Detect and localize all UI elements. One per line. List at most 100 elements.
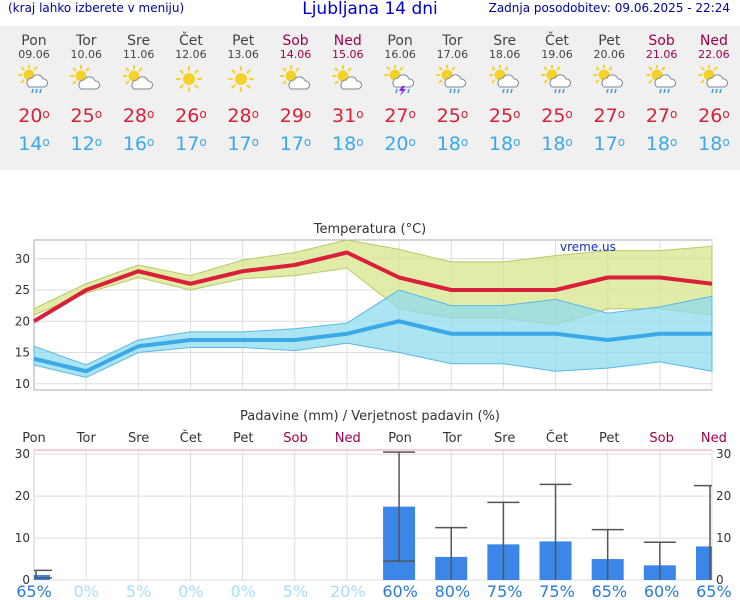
precip-probability: 0% — [231, 582, 256, 600]
y-tick-label-right: 10 — [716, 531, 731, 545]
min-temp: 18o — [436, 133, 469, 155]
min-temp: 18o — [332, 133, 364, 155]
precip-probability: 5% — [283, 582, 308, 600]
y-tick-label-left: 0 — [22, 573, 30, 587]
x-category-label: Tor — [76, 431, 97, 446]
precipitation-chart: Padavine (mm) / Verjetnost padavin (%) Po… — [15, 409, 732, 600]
day-column: Sre 11.06 28o 16o — [113, 26, 165, 155]
precip-probability: 80% — [435, 582, 471, 600]
day-date: 14.06 — [279, 48, 312, 61]
y-tick-label-left: 30 — [15, 447, 30, 461]
day-name: Sre — [493, 33, 517, 49]
x-category-label: Čet — [546, 430, 568, 446]
min-temp: 17o — [279, 133, 312, 155]
y-tick-label: 20 — [15, 314, 30, 328]
y-tick-label: 25 — [15, 283, 30, 297]
day-column: Pon 09.06 20o 14o — [8, 26, 60, 155]
min-temp: 17o — [593, 133, 626, 155]
day-column: Tor 17.06 25o 18o — [426, 26, 478, 155]
y-tick-label-right: 0 — [716, 573, 724, 587]
day-name: Sob — [282, 33, 309, 49]
precip-bar — [696, 546, 712, 580]
chart-title: Temperatura (°C) — [313, 222, 426, 237]
y-tick-label: 10 — [15, 377, 30, 391]
x-category-label: Pet — [599, 431, 619, 446]
min-temp-range-band — [33, 289, 713, 379]
sun-cloud-rain-icon — [593, 65, 624, 94]
day-name: Čet — [545, 33, 569, 49]
sun-icon — [228, 66, 255, 92]
day-date: 22.06 — [698, 48, 730, 61]
max-temp: 20o — [18, 105, 50, 127]
y-tick-label: 15 — [15, 346, 30, 360]
x-category-label: Ned — [335, 431, 361, 446]
day-name: Tor — [442, 33, 463, 49]
day-name: Sre — [127, 33, 151, 49]
day-date: 20.06 — [593, 48, 626, 61]
day-name: Pon — [387, 33, 413, 49]
max-temp: 27o — [645, 105, 678, 127]
max-temp: 31o — [332, 105, 364, 127]
x-category-label: Sob — [649, 431, 673, 446]
y-tick-label-right: 20 — [716, 489, 731, 503]
min-temp: 12o — [70, 133, 103, 155]
sun-cloud-icon — [122, 65, 153, 90]
max-temp: 26o — [175, 105, 207, 127]
min-temp: 18o — [645, 133, 678, 155]
day-column: Čet 19.06 25o 18o — [531, 26, 583, 155]
day-column: Pon 16.06 27o 20o — [374, 26, 426, 155]
day-name: Sob — [648, 33, 675, 49]
max-temp: 28o — [122, 105, 155, 127]
min-temp: 18o — [488, 133, 521, 155]
x-category-label: Ned — [701, 431, 727, 446]
menu-hint[interactable]: (kraj lahko izberete v meniju) — [8, 1, 185, 15]
day-column: Sre 18.06 25o 18o — [479, 26, 531, 155]
sun-cloud-icon — [70, 65, 101, 90]
max-temp: 28o — [227, 105, 259, 127]
day-date: 12.06 — [175, 48, 207, 61]
precip-probability: 20% — [330, 582, 366, 600]
last-update: Zadnja posodobitev: 09.06.2025 - 22:24 — [488, 1, 730, 15]
precip-probability: 75% — [487, 582, 523, 600]
max-temp: 25o — [436, 105, 469, 127]
x-category-label: Tor — [442, 431, 463, 446]
precip-probability: 0% — [74, 582, 99, 600]
day-column: Tor 10.06 25o 12o — [60, 26, 112, 155]
day-name: Ned — [333, 33, 362, 49]
max-temp: 26o — [698, 105, 730, 127]
sun-cloud-rain-icon — [645, 65, 676, 94]
min-temp: 18o — [541, 133, 573, 155]
min-temp: 17o — [175, 133, 207, 155]
day-date: 09.06 — [18, 48, 50, 61]
precip-probability: 0% — [178, 582, 203, 600]
precip-probability: 65% — [592, 582, 628, 600]
day-date: 15.06 — [332, 48, 364, 61]
day-column: Ned 22.06 26o 18o — [688, 26, 740, 155]
sun-cloud-icon — [279, 65, 310, 90]
day-date: 16.06 — [384, 48, 416, 61]
chart-title: Padavine (mm) / Verjetnost padavin (%) — [240, 409, 500, 424]
temperature-chart: Temperatura (°C) 10 15 20 25 30 vreme.us — [15, 222, 713, 391]
precip-probability: 65% — [16, 582, 52, 600]
day-date: 13.06 — [227, 48, 259, 61]
sun-cloud-rain-icon — [488, 65, 519, 94]
day-name: Ned — [699, 33, 728, 49]
day-column: Pet 20.06 27o 17o — [583, 26, 635, 155]
sun-cloud-rain-icon — [541, 65, 571, 94]
day-column: Čet 12.06 26o 17o — [165, 26, 217, 156]
max-temp: 29o — [279, 105, 312, 127]
y-tick-label-left: 10 — [15, 531, 30, 545]
sun-cloud-rain-icon — [436, 65, 467, 94]
max-temp-line — [32, 250, 713, 323]
precip-probability: 60% — [644, 582, 680, 600]
min-temp: 16o — [122, 133, 155, 155]
day-column: Sob 21.06 27o 18o — [636, 26, 688, 155]
day-name: Pon — [21, 33, 47, 49]
sun-icon — [175, 66, 202, 92]
day-column: Ned 15.06 31o 18o — [322, 26, 374, 155]
min-temp: 14o — [18, 133, 50, 155]
day-date: 21.06 — [645, 48, 678, 61]
precip-probability: 60% — [382, 582, 418, 600]
day-column: Sob 14.06 29o 17o — [270, 26, 322, 155]
x-category-label: Sob — [283, 431, 307, 446]
